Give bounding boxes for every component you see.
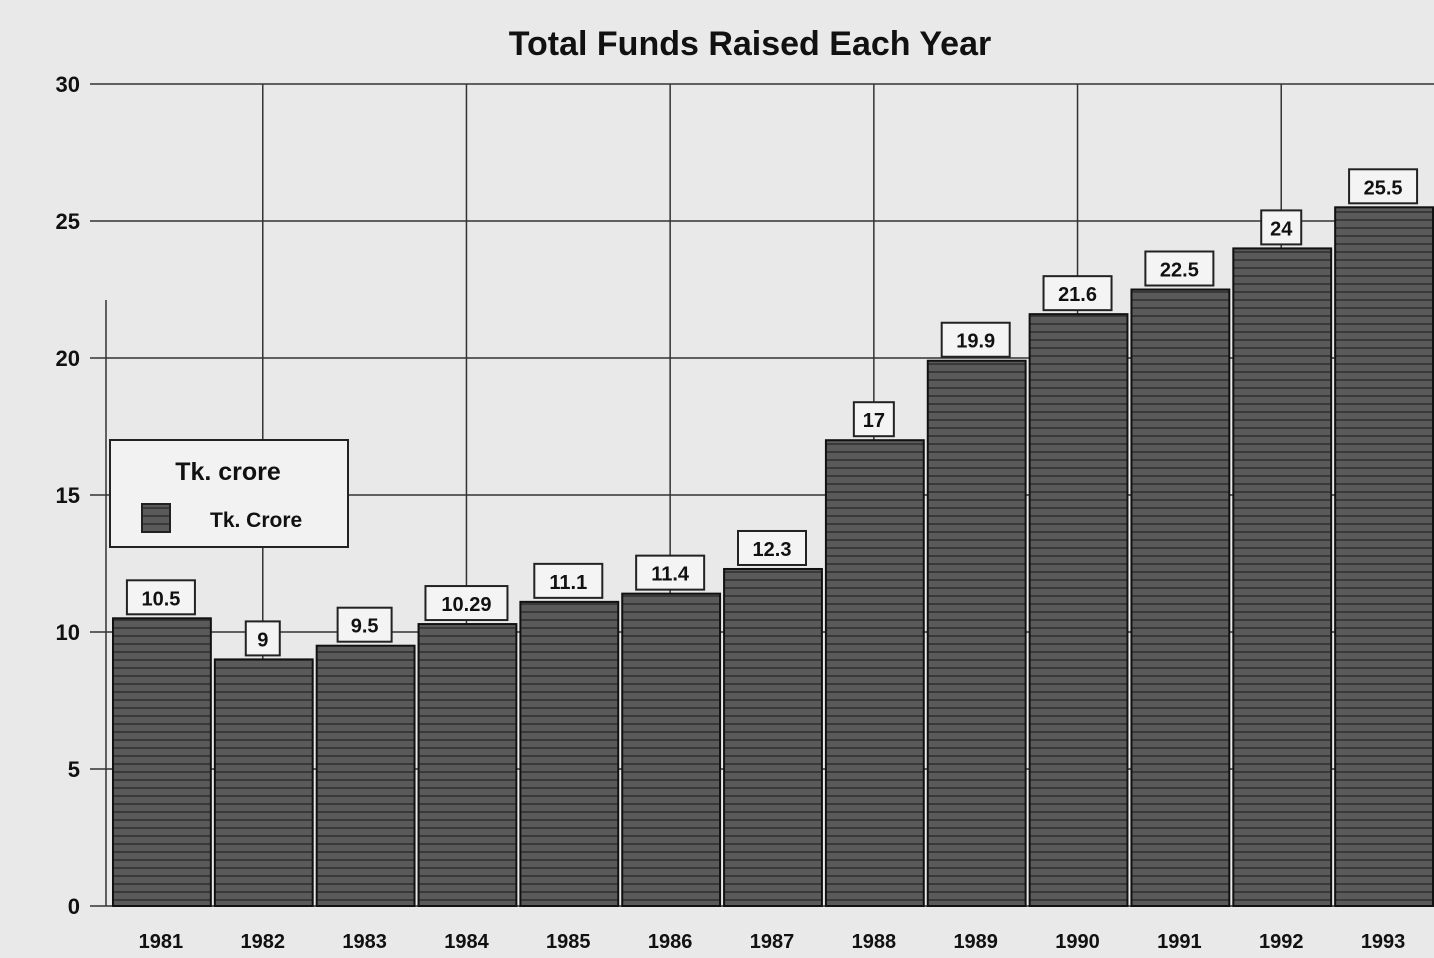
- x-axis-ticks: 1981 1982 1983 1984 1985 1986 1987 1988 1989 1990…: [139, 931, 1406, 953]
- bar: [417, 623, 518, 908]
- bar: [213, 658, 314, 908]
- legend: Tk. crore Tk. Crore: [109, 439, 349, 548]
- legend-series-label: Tk. Crore: [210, 509, 302, 532]
- bar: [723, 567, 823, 907]
- bars: [112, 206, 1434, 908]
- data-label: 12.3: [753, 539, 792, 561]
- data-label: 10.29: [441, 594, 491, 616]
- x-tick-label: 1990: [1055, 931, 1100, 953]
- x-tick-label: 1988: [852, 931, 897, 953]
- x-tick-label: 1985: [546, 931, 591, 953]
- y-tick-label: 5: [68, 757, 80, 782]
- y-tick-label: 20: [56, 346, 80, 371]
- data-label-box: [635, 554, 706, 591]
- data-label-box: [244, 620, 281, 657]
- data-label-box: [1042, 275, 1113, 312]
- data-label-box: [336, 606, 393, 643]
- x-tick-label: 1984: [444, 931, 489, 953]
- data-label-box: [1260, 209, 1303, 246]
- y-tick-label: 10: [56, 620, 80, 645]
- data-label: 9.5: [351, 616, 379, 638]
- y-tick-label: 0: [68, 894, 80, 919]
- y-tick-label: 25: [56, 209, 80, 234]
- bar: [112, 617, 212, 907]
- data-label-box: [1144, 250, 1215, 287]
- data-label: 21.6: [1058, 284, 1097, 306]
- data-label-box: [1348, 168, 1419, 205]
- data-label: 10.5: [141, 588, 180, 610]
- x-tick-label: 1986: [648, 931, 693, 953]
- x-tick-label: 1987: [750, 931, 795, 953]
- data-labels: 10.5 9 9.5 10.29 11.1 11.4 12.3 17 19.9 21.6 22.5 2…: [125, 168, 1419, 657]
- data-label: 9: [257, 629, 268, 651]
- data-label: 24: [1270, 218, 1293, 240]
- bar: [621, 592, 722, 907]
- y-axis-ticks: 0 5 10 15 20 25 30: [56, 72, 80, 919]
- data-label-box: [852, 401, 895, 438]
- x-tick-label: 1983: [342, 931, 387, 953]
- data-label: 11.4: [651, 564, 690, 586]
- data-label-box: [737, 529, 807, 566]
- bar: [315, 644, 416, 907]
- bar: [1028, 313, 1129, 908]
- data-label: 17: [863, 410, 885, 432]
- bar: [1334, 206, 1434, 908]
- data-label-box: [533, 562, 604, 599]
- x-tick-label: 1981: [139, 931, 184, 953]
- bar: [1232, 247, 1333, 907]
- x-tick-label: 1991: [1157, 931, 1202, 953]
- data-label: 19.9: [956, 331, 995, 353]
- bar: [926, 359, 1027, 907]
- data-label: 25.5: [1364, 177, 1403, 199]
- data-label-box: [424, 585, 509, 622]
- y-tick-label: 30: [56, 72, 80, 97]
- legend-swatch: [141, 503, 171, 533]
- legend-title: Tk. crore: [175, 458, 281, 486]
- bar: [824, 439, 925, 907]
- y-tick-label: 15: [56, 483, 80, 508]
- data-label: 22.5: [1160, 260, 1199, 282]
- x-tick-label: 1992: [1259, 931, 1304, 953]
- x-tick-label: 1993: [1361, 931, 1406, 953]
- data-label-box: [125, 579, 196, 616]
- bar: [1130, 288, 1231, 907]
- data-label-box: [940, 321, 1011, 358]
- chart-title: Total Funds Raised Each Year: [509, 25, 991, 63]
- x-tick-label: 1982: [241, 931, 286, 953]
- bar: [519, 600, 620, 907]
- data-label: 11.1: [549, 572, 587, 594]
- x-tick-label: 1989: [953, 931, 998, 953]
